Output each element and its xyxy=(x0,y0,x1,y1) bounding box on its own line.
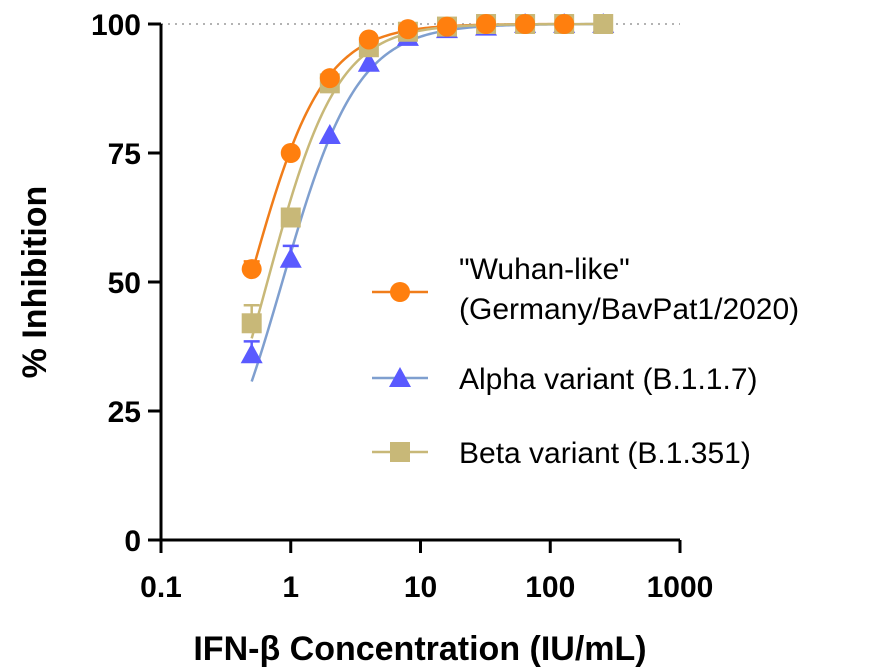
data-point-circle xyxy=(436,16,457,37)
x-axis-title: IFN-β Concentration (IU/mL) xyxy=(193,630,646,668)
data-point-circle xyxy=(397,19,418,40)
legend: "Wuhan-like" (Germany/BavPat1/2020) Alpha … xyxy=(372,253,799,470)
data-point-square xyxy=(593,14,614,34)
y-tick-label: 75 xyxy=(108,138,141,171)
data-point-circle xyxy=(280,143,301,163)
y-axis-title: % Inhibition xyxy=(16,186,54,379)
y-tick-label: 100 xyxy=(91,9,141,42)
data-point-triangle xyxy=(318,123,341,144)
y-tick-label: 25 xyxy=(108,396,141,429)
x-tick-label: 0.1 xyxy=(140,571,182,604)
y-tick-label: 0 xyxy=(124,525,141,558)
data-point-triangle xyxy=(279,247,302,268)
data-point-circle xyxy=(358,29,379,50)
data-point-circle xyxy=(319,68,340,89)
data-point-circle xyxy=(554,14,575,34)
legend-marker-triangle xyxy=(389,367,411,387)
tick-layer: 0.1 1 10 100 1000 0 25 50 75 100 xyxy=(91,9,713,604)
legend-label: Beta variant (B.1.351) xyxy=(459,437,751,470)
data-point-triangle xyxy=(357,51,380,72)
data-point-triangle xyxy=(240,343,263,364)
legend-label: Alpha variant (B.1.1.7) xyxy=(459,363,758,396)
fit-curve xyxy=(250,22,604,339)
fit-curve xyxy=(250,22,604,382)
legend-marker-square xyxy=(390,442,410,462)
y-tick-label: 50 xyxy=(108,267,141,300)
x-tick-label: 1000 xyxy=(647,571,714,604)
data-point-circle xyxy=(241,259,262,280)
data-points xyxy=(240,13,615,364)
data-point-circle xyxy=(515,14,536,34)
fit-curves xyxy=(250,22,604,382)
data-point-circle xyxy=(476,14,497,34)
legend-label: (Germany/BavPat1/2020) xyxy=(459,293,799,326)
legend-marker-circle xyxy=(390,282,410,302)
legend-label: "Wuhan-like" xyxy=(459,253,630,286)
data-point-square xyxy=(280,207,301,228)
x-tick-label: 100 xyxy=(525,571,575,604)
data-point-square xyxy=(241,313,262,334)
x-tick-label: 10 xyxy=(404,571,437,604)
x-tick-label: 1 xyxy=(282,571,299,604)
